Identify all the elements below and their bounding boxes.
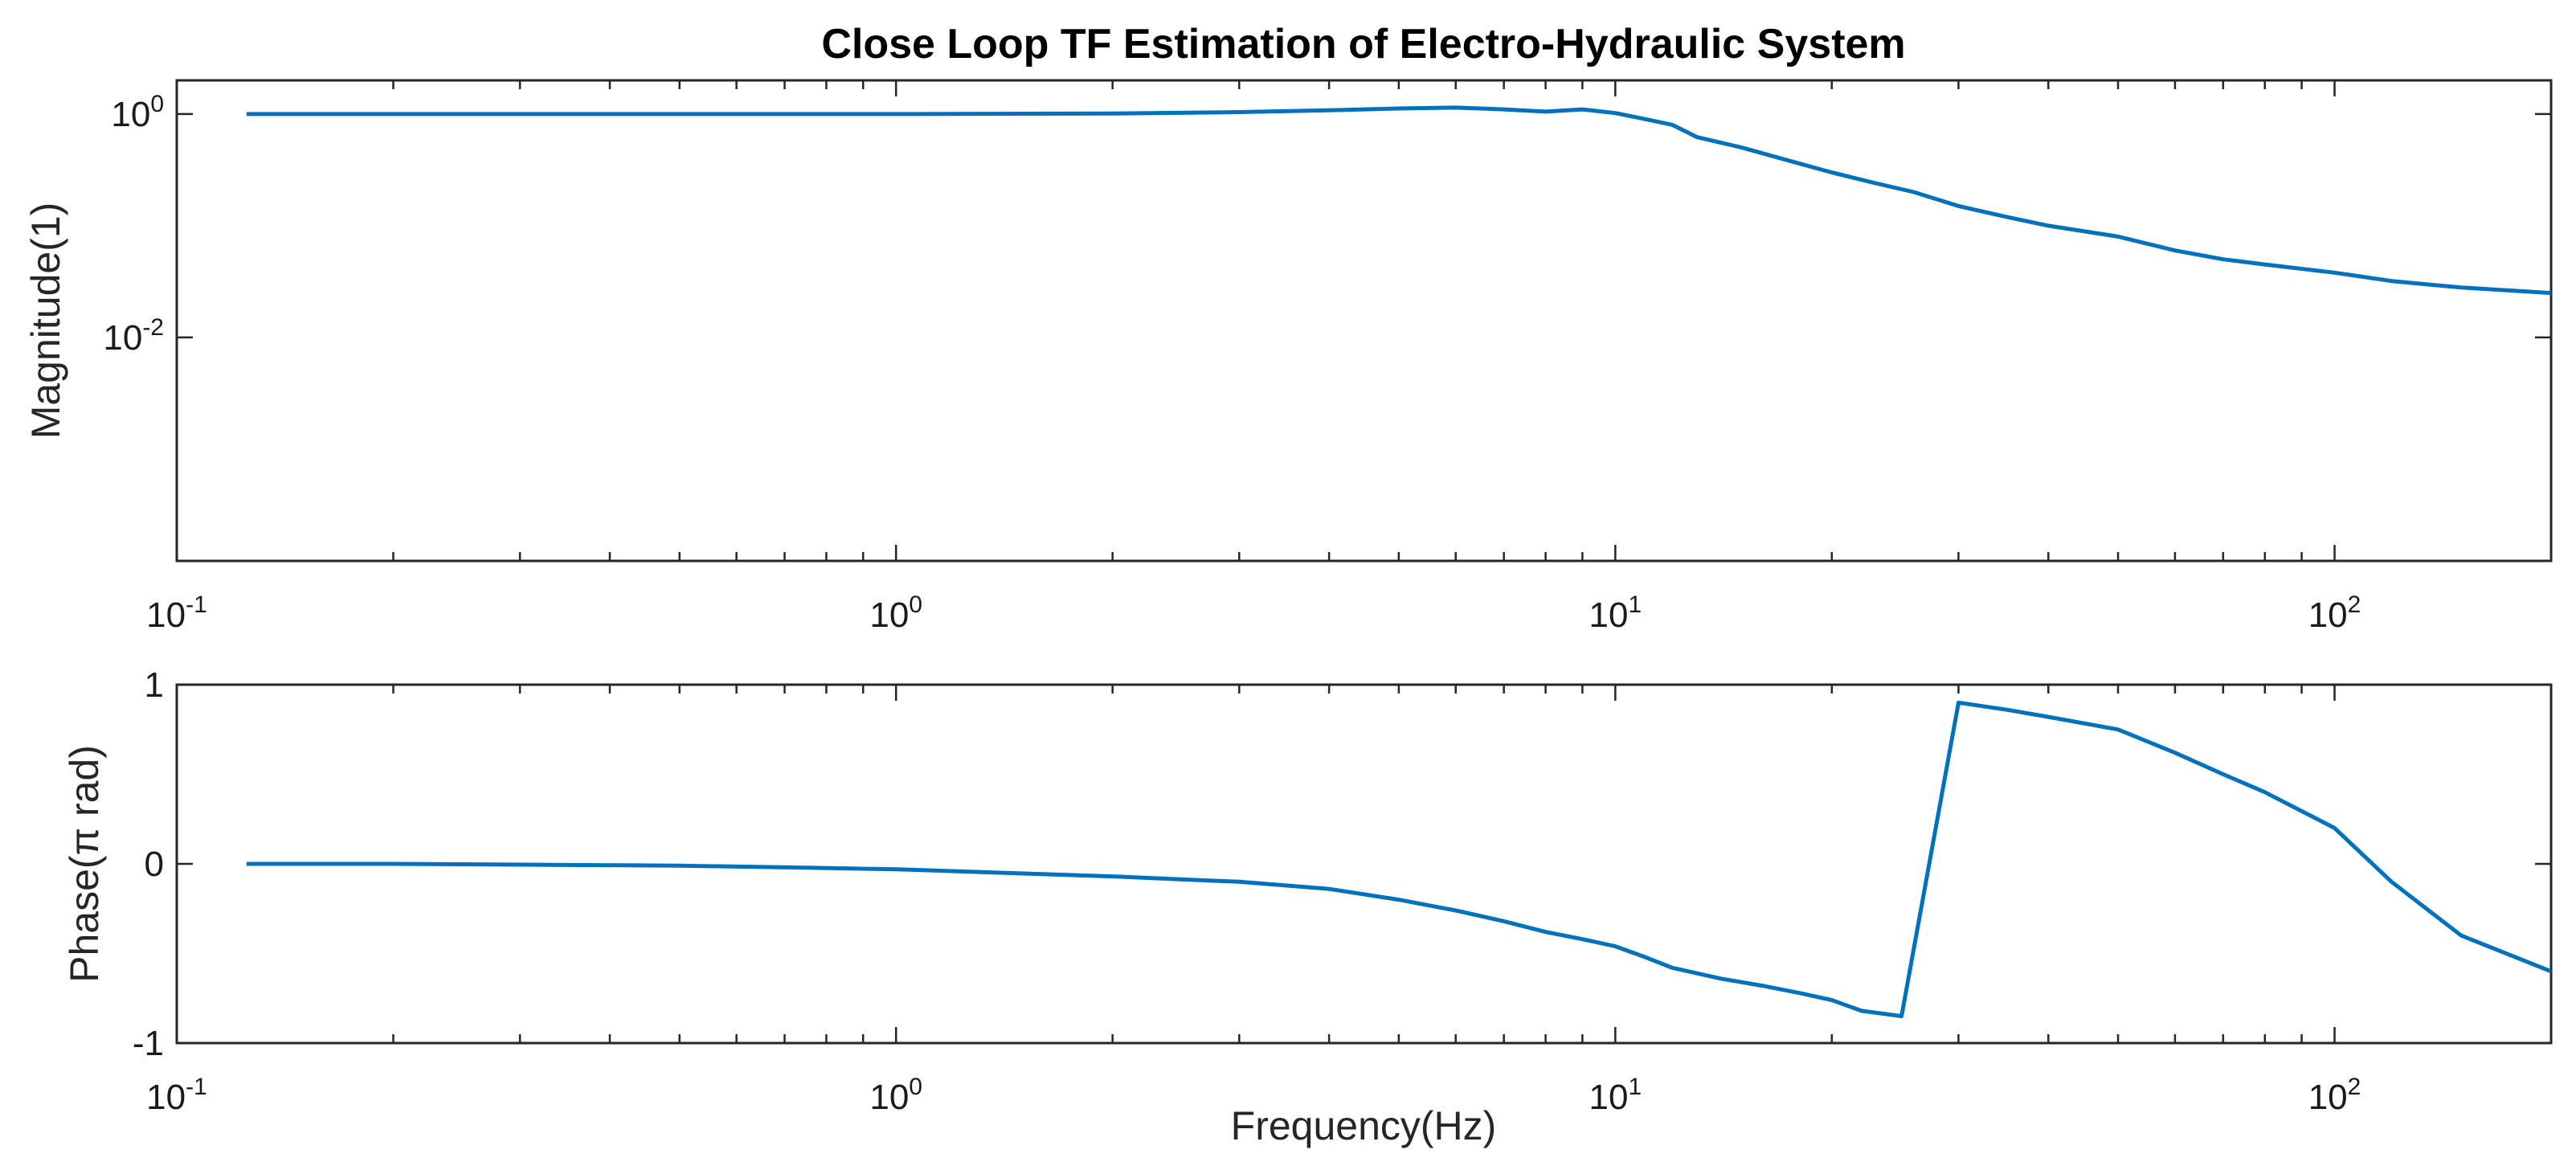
y-tick-label: 100 (111, 91, 164, 134)
x-tick-label: 101 (1589, 1074, 1642, 1117)
x-tick-label: 101 (1589, 591, 1642, 635)
y-tick-label: 0 (145, 845, 164, 884)
chart-title: Close Loop TF Estimation of Electro-Hydr… (821, 21, 1905, 68)
magnitude-axes-frame (175, 79, 2553, 563)
y-tick-label: 10-2 (103, 314, 164, 358)
x-tick-label: 102 (2308, 591, 2361, 635)
phase-ylabel: Phase(π rad) (62, 745, 107, 983)
x-tick-label: 102 (2308, 1074, 2361, 1117)
magnitude-panel: 10-1 100 101 102 100 10-2 Magnitude(1) (23, 79, 2553, 635)
x-tick-label: 10-1 (146, 1074, 207, 1117)
x-tick-label: 10-1 (146, 591, 207, 635)
phase-series-line (246, 700, 2551, 1018)
y-tick-label: 1 (145, 665, 164, 705)
magnitude-series-line (246, 105, 2551, 296)
x-tick-label: 100 (869, 1074, 922, 1117)
frequency-xlabel: Frequency(Hz) (1231, 1103, 1497, 1148)
magnitude-ylabel: Magnitude(1) (23, 203, 68, 440)
y-tick-label: -1 (133, 1024, 164, 1063)
x-tick-label: 100 (869, 591, 922, 635)
